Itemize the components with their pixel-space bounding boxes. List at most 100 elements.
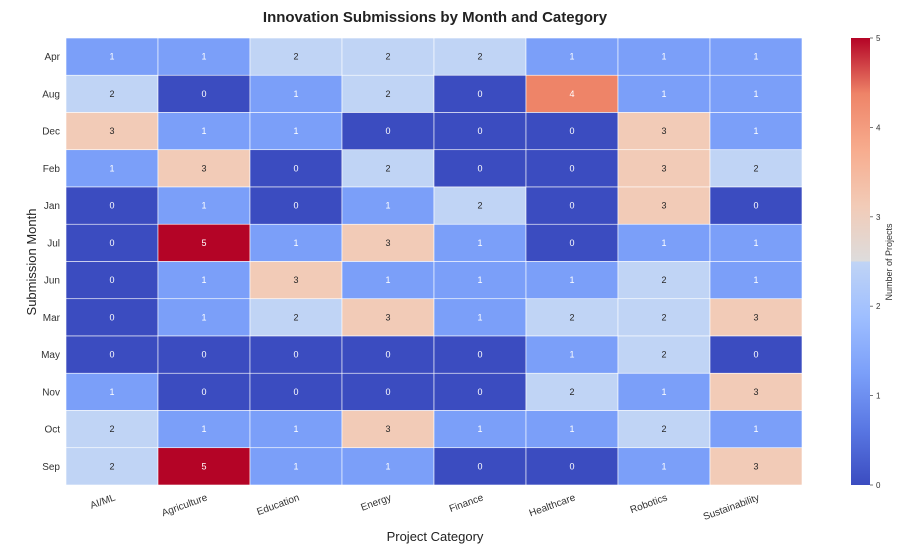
heatmap-cell bbox=[433, 372, 527, 411]
cell-value-label: 0 bbox=[477, 461, 482, 471]
heatmap-cell bbox=[709, 447, 803, 486]
heatmap-cell bbox=[709, 112, 803, 151]
heatmap-cell bbox=[65, 410, 159, 449]
colorbar-label: Number of Projects bbox=[884, 223, 894, 301]
heatmap-cell bbox=[709, 223, 803, 262]
heatmap-cell bbox=[433, 410, 527, 449]
heatmap-cell bbox=[341, 37, 435, 76]
cell-value-label: 0 bbox=[201, 350, 206, 360]
y-tick-label: Jun bbox=[44, 276, 60, 287]
y-tick-label: Aug bbox=[42, 89, 60, 100]
cell-value-label: 0 bbox=[109, 275, 114, 285]
heatmap-cell bbox=[65, 447, 159, 486]
y-tick-label: Nov bbox=[42, 387, 60, 398]
heatmap-cell bbox=[157, 223, 251, 262]
heatmap-cell bbox=[249, 112, 343, 151]
cell-value-label: 2 bbox=[109, 89, 114, 99]
cell-value-label: 1 bbox=[477, 275, 482, 285]
cell-value-label: 3 bbox=[661, 126, 666, 136]
heatmap-cell bbox=[525, 410, 619, 449]
heatmap-cell bbox=[157, 261, 251, 300]
cell-value-label: 1 bbox=[569, 275, 574, 285]
cell-value-label: 0 bbox=[109, 201, 114, 211]
cell-value-label: 0 bbox=[477, 163, 482, 173]
cell-value-label: 5 bbox=[201, 461, 206, 471]
colorbar bbox=[851, 38, 870, 485]
heatmap-cell bbox=[433, 261, 527, 300]
heatmap-cell bbox=[341, 149, 435, 188]
heatmap-cell bbox=[65, 149, 159, 188]
heatmap-cell bbox=[341, 335, 435, 374]
cell-value-label: 2 bbox=[385, 163, 390, 173]
heatmap-cell bbox=[617, 112, 711, 151]
heatmap-cell bbox=[249, 37, 343, 76]
cell-value-label: 3 bbox=[109, 126, 114, 136]
cell-value-label: 0 bbox=[569, 461, 574, 471]
cell-value-label: 3 bbox=[753, 312, 758, 322]
heatmap-cell bbox=[249, 186, 343, 225]
heatmap-cell bbox=[525, 372, 619, 411]
cell-value-label: 2 bbox=[293, 312, 298, 322]
colorbar-tick-label: 0 bbox=[876, 481, 881, 490]
heatmap-cell bbox=[433, 112, 527, 151]
cell-value-label: 2 bbox=[477, 52, 482, 62]
y-tick-label: Mar bbox=[43, 313, 61, 324]
y-tick-label: Apr bbox=[44, 52, 60, 63]
heatmap-cell bbox=[617, 74, 711, 113]
cell-value-label: 1 bbox=[477, 424, 482, 434]
cell-value-label: 2 bbox=[293, 52, 298, 62]
cell-value-label: 3 bbox=[661, 201, 666, 211]
cell-value-label: 1 bbox=[569, 350, 574, 360]
cell-value-label: 0 bbox=[569, 201, 574, 211]
cell-value-label: 0 bbox=[385, 350, 390, 360]
cell-value-label: 3 bbox=[385, 238, 390, 248]
cell-value-label: 0 bbox=[109, 312, 114, 322]
colorbar-tick-label: 3 bbox=[876, 213, 881, 222]
cell-value-label: 3 bbox=[753, 387, 758, 397]
cell-value-label: 1 bbox=[753, 52, 758, 62]
heatmap-cell bbox=[709, 37, 803, 76]
y-tick-label: May bbox=[41, 350, 60, 361]
x-tick-label: AI/ML bbox=[89, 492, 118, 511]
cell-value-label: 2 bbox=[661, 350, 666, 360]
x-tick-label: Healthcare bbox=[528, 492, 578, 519]
cell-value-label: 0 bbox=[753, 201, 758, 211]
heatmap-cell bbox=[65, 372, 159, 411]
x-tick-labels: AI/ML Agriculture Education Energy Finance He… bbox=[89, 492, 761, 523]
heatmap-cell bbox=[341, 447, 435, 486]
cell-value-label: 1 bbox=[753, 238, 758, 248]
cell-value-label: 2 bbox=[109, 461, 114, 471]
heatmap-cell bbox=[617, 447, 711, 486]
heatmap-cell bbox=[709, 335, 803, 374]
cell-value-label: 1 bbox=[201, 275, 206, 285]
cell-value-label: 1 bbox=[661, 461, 666, 471]
cell-value-label: 2 bbox=[569, 387, 574, 397]
cell-value-label: 1 bbox=[661, 387, 666, 397]
y-tick-labels: Apr Aug Dec Feb Jan Jul Jun Mar May Nov Oct Sep bbox=[41, 52, 61, 473]
cell-value-label: 2 bbox=[661, 275, 666, 285]
cell-value-label: 5 bbox=[201, 238, 206, 248]
heatmap-cell bbox=[65, 298, 159, 337]
heatmap-cell bbox=[709, 74, 803, 113]
heatmap-cell bbox=[433, 74, 527, 113]
cell-value-label: 3 bbox=[385, 312, 390, 322]
heatmap-cell bbox=[433, 447, 527, 486]
y-tick-label: Feb bbox=[43, 164, 61, 175]
heatmap-cell bbox=[525, 335, 619, 374]
cell-value-label: 2 bbox=[109, 424, 114, 434]
cell-value-label: 0 bbox=[385, 387, 390, 397]
heatmap-cell bbox=[709, 261, 803, 300]
cell-value-label: 0 bbox=[477, 350, 482, 360]
colorbar-tick-label: 1 bbox=[876, 392, 881, 401]
cell-value-label: 4 bbox=[569, 89, 574, 99]
cell-value-label: 1 bbox=[385, 201, 390, 211]
cell-value-label: 2 bbox=[661, 424, 666, 434]
heatmap-cell bbox=[433, 335, 527, 374]
cell-value-label: 1 bbox=[109, 387, 114, 397]
cell-value-label: 2 bbox=[477, 201, 482, 211]
heatmap-cell bbox=[341, 112, 435, 151]
colorbar-tick-label: 5 bbox=[876, 34, 881, 43]
cell-value-label: 0 bbox=[569, 126, 574, 136]
cell-value-label: 0 bbox=[201, 387, 206, 397]
